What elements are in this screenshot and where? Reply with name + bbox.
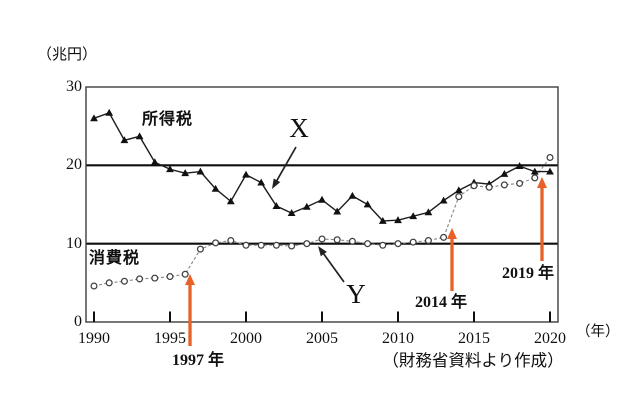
x-tick-label-2000: 2000: [230, 330, 262, 347]
consumption-tax-marker: [516, 179, 524, 187]
income-tax-marker: [211, 184, 220, 192]
x-annotation-arrow-shaft: [275, 146, 297, 182]
consumption-tax-series-label: 消費税: [89, 250, 141, 267]
consumption-tax-marker: [485, 183, 493, 191]
income-tax-marker: [378, 216, 387, 224]
consumption-tax-marker: [181, 270, 189, 278]
arrow-2014: [447, 228, 457, 291]
x-annotation-arrow: [272, 146, 297, 189]
income-tax-marker: [196, 167, 205, 175]
consumption-tax-marker: [136, 275, 144, 283]
consumption-tax-marker: [318, 235, 326, 243]
income-tax-marker: [150, 158, 159, 166]
income-tax-series-label: 所得税: [142, 111, 194, 128]
income-tax-marker: [363, 200, 372, 208]
consumption-tax-marker: [212, 239, 220, 247]
consumption-tax-marker: [379, 241, 387, 249]
x-tick-label-2010: 2010: [382, 330, 414, 347]
consumption-tax-line: [93, 157, 551, 287]
consumption-tax-marker: [257, 241, 265, 249]
x-tick-label-1990: 1990: [78, 330, 110, 347]
income-tax-marker: [409, 212, 418, 220]
consumption-tax-marker: [90, 282, 98, 290]
income-tax-marker: [257, 178, 266, 186]
income-tax-marker: [424, 208, 433, 216]
income-tax-marker: [530, 167, 539, 175]
consumption-tax-marker: [348, 237, 356, 245]
income-tax-marker: [546, 167, 554, 175]
annotation-letter-x: X: [289, 113, 309, 143]
consumption-tax-marker: [470, 182, 478, 190]
consumption-tax-marker: [272, 241, 280, 249]
income-tax-marker: [287, 209, 296, 217]
y-tick-label-0: 0: [74, 313, 82, 330]
income-tax-marker: [454, 186, 463, 194]
consumption-tax-marker: [333, 236, 341, 244]
consumption-tax-marker: [242, 241, 250, 249]
income-tax-marker: [181, 169, 190, 177]
x-tick-label-2015: 2015: [458, 330, 490, 347]
y-tick-label-20: 20: [66, 156, 82, 174]
x-tick-label-2020: 2020: [534, 330, 566, 347]
consumption-tax-marker: [166, 273, 174, 281]
income-tax-marker: [166, 165, 174, 173]
arrow-2014-head: [447, 228, 457, 239]
income-tax-marker: [394, 216, 402, 224]
annotation-letter-y: Y: [346, 279, 366, 309]
event-label-2019: 2019 年: [501, 265, 554, 282]
consumption-tax-marker: [394, 240, 402, 248]
income-tax-marker: [120, 136, 129, 144]
income-tax-marker: [439, 196, 448, 204]
consumption-tax-marker: [440, 233, 448, 241]
y-axis-unit-label: （兆円）: [37, 47, 98, 63]
y-annotation-arrow-shaft: [322, 252, 345, 283]
y-annotation-arrow: [318, 246, 345, 283]
x-tick-label-2005: 2005: [306, 330, 338, 347]
consumption-tax-marker: [227, 237, 235, 245]
event-label-1997: 1997 年: [171, 352, 224, 369]
income-tax-marker: [333, 207, 342, 215]
income-tax-marker: [105, 108, 114, 116]
income-tax-marker: [135, 132, 144, 140]
consumption-tax-marker: [546, 153, 554, 162]
x-axis-unit-label: （年）: [576, 324, 620, 340]
income-tax-marker: [302, 202, 311, 210]
arrow-1997-head: [185, 274, 195, 285]
consumption-tax-marker: [500, 181, 508, 189]
consumption-tax-marker: [196, 245, 204, 253]
income-tax-marker: [348, 191, 357, 199]
consumption-tax-marker: [303, 240, 311, 248]
income-tax-marker: [226, 197, 235, 205]
consumption-tax-marker: [455, 193, 463, 201]
event-label-2014: 2014 年: [414, 294, 467, 311]
arrow-2019: [537, 177, 547, 261]
consumption-tax-marker: [151, 274, 159, 282]
y-tick-label-30: 30: [66, 78, 82, 95]
x-annotation-arrow-head: [272, 178, 281, 189]
consumption-tax-marker: [364, 240, 372, 248]
arrow-2019-head: [537, 177, 547, 188]
income-tax-marker: [515, 162, 524, 170]
consumption-tax-marker: [288, 242, 296, 250]
source-note: （財務省資料より作成）: [382, 351, 564, 370]
income-tax-marker: [272, 202, 281, 209]
y-tick-label-10: 10: [66, 234, 82, 252]
income-tax-marker: [90, 114, 98, 122]
consumption-tax-marker: [120, 277, 128, 285]
income-tax-marker: [318, 195, 326, 203]
income-tax-marker: [500, 169, 509, 177]
consumption-tax-marker: [531, 174, 539, 182]
income-tax-marker: [242, 170, 250, 178]
consumption-tax-marker: [409, 238, 417, 246]
consumption-tax-marker: [105, 279, 113, 287]
consumption-tax-marker: [424, 237, 432, 245]
y-annotation-arrow-head: [318, 246, 327, 257]
arrow-1997: [185, 274, 195, 346]
x-tick-label-1995: 1995: [154, 330, 186, 347]
